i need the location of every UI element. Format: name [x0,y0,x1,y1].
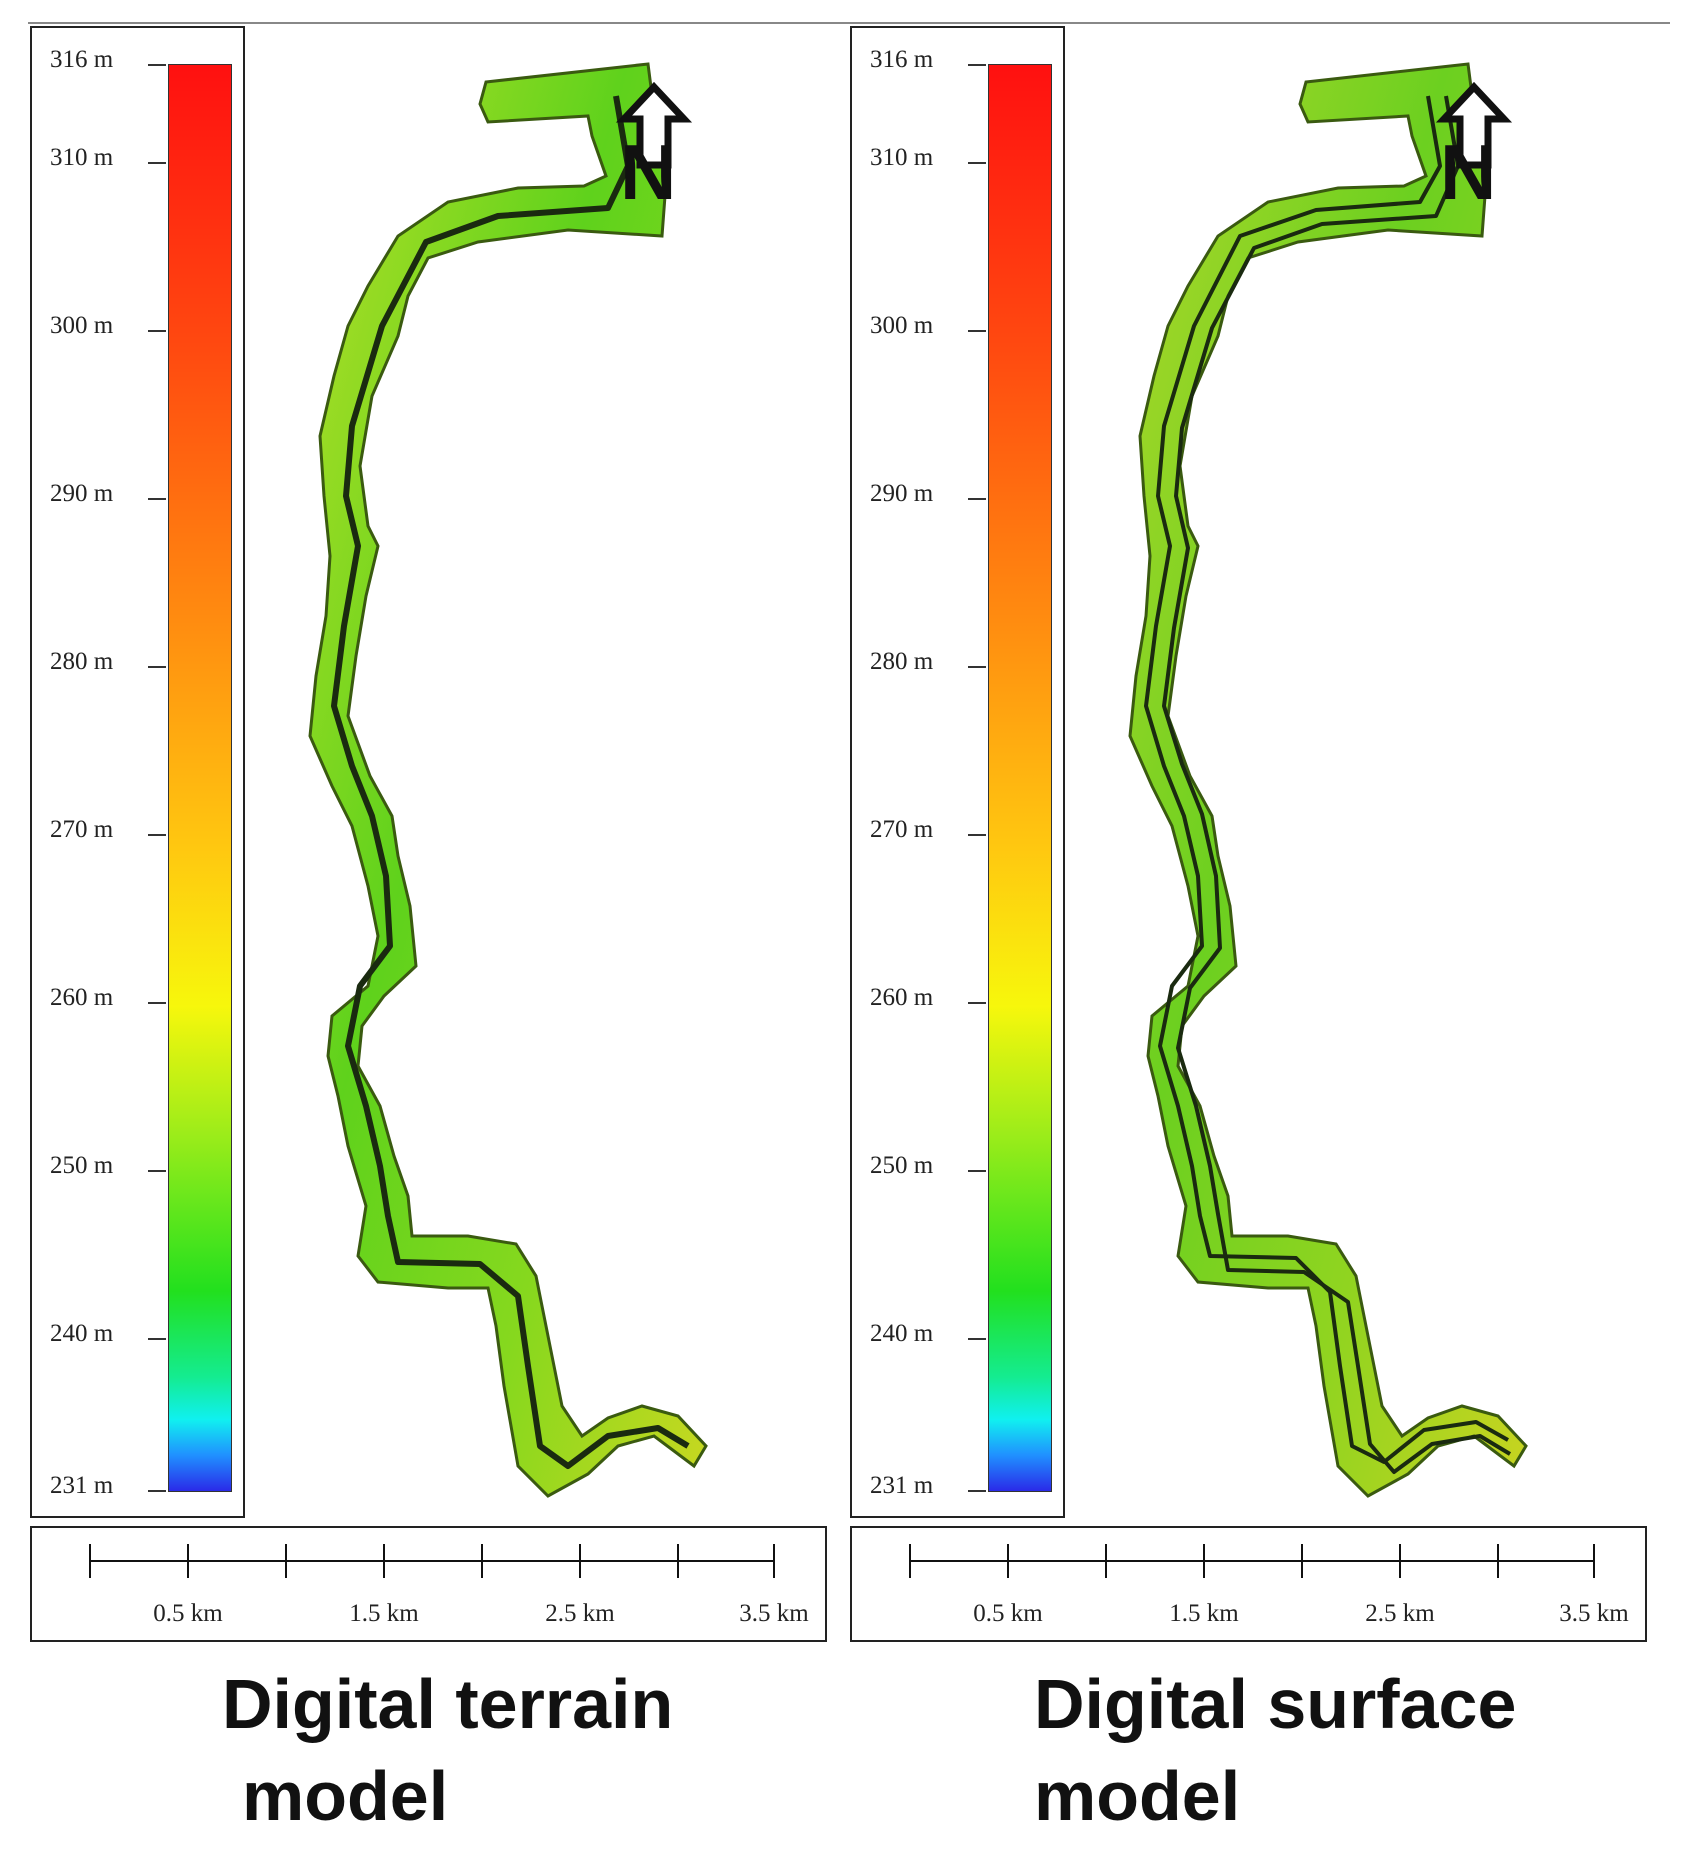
panel-border [28,22,850,24]
legend-tick [148,64,166,66]
legend-label: 260 m [50,984,114,1011]
river-corridor-strip [1128,62,1528,1498]
legend-label: 316 m [870,46,934,73]
legend-label: 270 m [50,816,114,843]
panel-surface: 316 m 310 m 300 m 290 m 280 m 270 m 260 … [848,22,1670,1642]
elevation-colorbar [988,64,1052,1492]
river-dtm-map [308,62,708,1498]
legend-tick [148,1170,166,1172]
elevation-legend: 316 m 310 m 300 m 290 m 280 m 270 m 260 … [850,26,1065,1518]
elevation-legend: 316 m 310 m 300 m 290 m 280 m 270 m 260 … [30,26,245,1518]
scale-label: 1.5 km [1169,1600,1239,1627]
river-bank-right [1162,95,1512,1474]
scale-line [90,1560,774,1562]
scale-tick [1203,1544,1205,1578]
legend-tick [968,834,986,836]
caption-terrain-line2: model [242,1757,449,1835]
legend-tick [968,330,986,332]
legend-tick [148,834,166,836]
river-dsm-map [1128,62,1528,1498]
legend-tick [968,1490,986,1492]
legend-tick [148,330,166,332]
scale-tick [187,1544,189,1578]
scale-label: 0.5 km [973,1600,1043,1627]
scale-tick [383,1544,385,1578]
legend-label: 250 m [870,1152,934,1179]
scale-tick [1007,1544,1009,1578]
legend-label: 270 m [870,816,934,843]
legend-label: 240 m [870,1320,934,1347]
scale-tick [1593,1544,1595,1578]
scale-tick [579,1544,581,1578]
river-bank-left [1144,95,1509,1464]
caption-terrain-line1: Digital terrain [222,1665,674,1743]
map-terrain: N [248,26,848,1522]
panel-border [848,22,1670,24]
river-channel [331,95,690,1469]
scale-line [910,1560,1594,1562]
legend-label: 290 m [50,480,114,507]
north-arrow-icon [615,81,693,169]
caption-surface-line2: model [1034,1757,1241,1835]
map-surface: N [1068,26,1668,1522]
scale-tick [1399,1544,1401,1578]
legend-tick [968,1002,986,1004]
legend-tick [148,666,166,668]
scale-bar: 0.5 km 1.5 km 2.5 km 3.5 km [850,1526,1647,1642]
legend-label: 231 m [870,1472,934,1499]
legend-tick [148,1338,166,1340]
scale-label: 2.5 km [545,1600,615,1627]
caption-surface-line1: Digital surface [1034,1665,1517,1743]
scale-tick [677,1544,679,1578]
scale-label: 0.5 km [153,1600,223,1627]
legend-label: 240 m [50,1320,114,1347]
scale-tick [909,1544,911,1578]
river-corridor-strip [308,62,708,1498]
legend-label: 290 m [870,480,934,507]
elevation-colorbar [168,64,232,1492]
north-label: N [1440,128,1497,216]
legend-tick [968,1170,986,1172]
legend-label: 300 m [870,312,934,339]
scale-label: 3.5 km [1559,1600,1629,1627]
legend-tick [968,1338,986,1340]
legend-label: 310 m [870,144,934,171]
north-arrow-icon [1435,81,1513,169]
legend-label: 231 m [50,1472,114,1499]
legend-label: 310 m [50,144,114,171]
scale-tick [773,1544,775,1578]
panel-terrain: 316 m 310 m 300 m 290 m 280 m 270 m 260 … [28,22,850,1642]
scale-tick [89,1544,91,1578]
legend-label: 280 m [870,648,934,675]
scale-tick [1105,1544,1107,1578]
legend-label: 316 m [50,46,114,73]
scale-bar: 0.5 km 1.5 km 2.5 km 3.5 km [30,1526,827,1642]
legend-tick [148,1002,166,1004]
north-label: N [620,128,677,216]
scale-label: 3.5 km [739,1600,809,1627]
scale-label: 2.5 km [1365,1600,1435,1627]
scale-tick [285,1544,287,1578]
legend-tick [968,162,986,164]
legend-tick [148,498,166,500]
scale-tick [481,1544,483,1578]
legend-tick [148,162,166,164]
legend-tick [968,64,986,66]
legend-label: 280 m [50,648,114,675]
legend-tick [968,498,986,500]
legend-tick [148,1490,166,1492]
scale-tick [1497,1544,1499,1578]
legend-label: 300 m [50,312,114,339]
scale-tick [1301,1544,1303,1578]
legend-label: 250 m [50,1152,114,1179]
scale-label: 1.5 km [349,1600,419,1627]
legend-tick [968,666,986,668]
legend-label: 260 m [870,984,934,1011]
